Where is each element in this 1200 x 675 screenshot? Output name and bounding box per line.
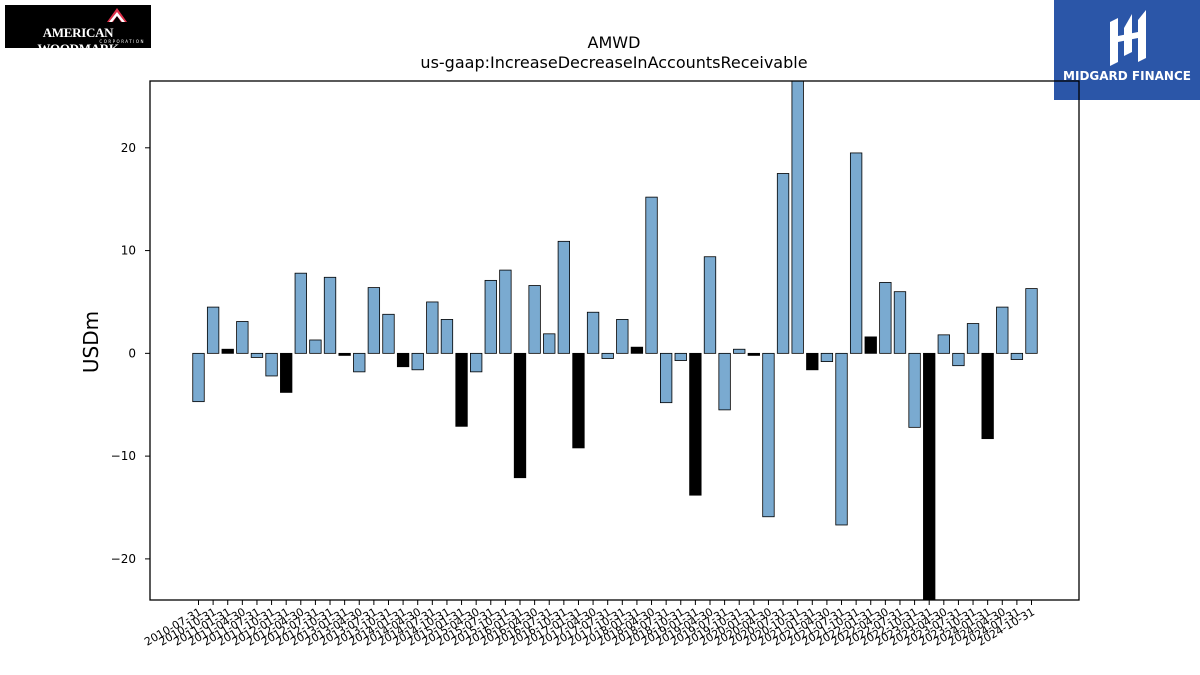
chart-title: AMWD [588,33,641,52]
bar-2019-07-31 [718,352,731,411]
y-tick-label: −20 [111,552,136,566]
bar-2021-10-31 [849,152,863,354]
bar-2014-01-31 [396,352,410,368]
bar-2015-07-31 [484,279,497,354]
midgard-emblem-icon [1110,10,1146,66]
bar-2022-10-31 [908,352,921,428]
y-tick-label: 0 [128,346,136,360]
bar-2020-07-31 [776,173,790,354]
bar-2019-10-31 [733,348,746,354]
bar-2018-10-31 [674,352,687,361]
bar-2019-01-31 [689,352,702,496]
bar-2023-01-31 [923,352,936,601]
bar-2017-10-31 [616,319,629,354]
bar-2015-04-30 [470,352,483,373]
bar-2021-01-31 [806,352,819,371]
bar-2011-01-31 [221,348,234,354]
bar-2012-01-31 [280,352,293,393]
bar-2018-07-31 [659,352,673,404]
y-ticks-group: −20 −10 0 10 20 [111,141,150,566]
bar-2012-04-30 [294,272,307,354]
bar-2022-04-30 [879,282,892,354]
bar-2011-10-31 [265,352,278,377]
y-tick-label: 20 [121,141,136,155]
bar-2022-01-31 [864,336,877,354]
bar-2020-04-30 [762,352,775,518]
bar-2013-01-31 [338,352,351,356]
bar-2010-07-31 [192,352,205,403]
left-logo-text: AMERICAN WOODMARK [37,25,119,56]
bar-2019-04-30 [703,256,717,354]
midgard-finance-logo: MIDGARD FINANCE [1054,0,1200,100]
bar-2012-10-31 [323,276,337,354]
left-logo-subtext: CORPORATION [99,39,145,44]
right-logo-text: MIDGARD FINANCE [1063,69,1191,83]
bar-2017-07-31 [601,352,614,359]
bar-2024-07-31 [1010,352,1024,360]
bar-2016-10-31 [557,240,571,354]
bar-2011-04-30 [236,321,249,354]
bar-2016-04-30 [528,285,541,354]
bar-2016-01-31 [513,352,527,479]
woodmark-house-icon [107,8,127,22]
bar-2014-04-30 [411,352,424,371]
bars-group [192,80,1038,601]
bar-2024-10-31 [1025,288,1038,354]
bar-2013-07-31 [367,287,381,354]
bar-2021-07-31 [835,352,848,526]
bar-2017-01-31 [572,352,585,449]
bar-2021-04-30 [820,352,834,362]
bar-2015-01-31 [455,352,468,427]
bar-2011-07-31 [250,352,264,358]
y-axis-label: USDm [79,311,103,373]
x-ticks-group: 2010-07-312010-10-312011-01-312011-04-30… [142,600,1037,649]
y-tick-label: −10 [111,449,136,463]
bar-2014-10-31 [440,319,454,354]
bar-2010-10-31 [206,306,220,354]
bar-2020-01-31 [747,352,760,356]
y-tick-label: 10 [121,244,136,258]
bar-2023-04-30 [937,334,950,354]
bar-2017-04-30 [586,311,600,354]
bar-2020-10-31 [791,80,804,354]
bar-2018-04-30 [645,196,658,354]
bar-2013-04-30 [353,352,366,373]
chart-subtitle: us-gaap:IncreaseDecreaseInAccountsReceiv… [420,53,807,72]
bar-2018-01-31 [630,346,644,354]
bar-2012-07-31 [309,339,322,354]
plot-frame [149,80,1080,601]
bar-2024-04-30 [996,306,1009,354]
bar-2023-07-31 [952,352,965,367]
bar-2015-10-31 [499,269,512,354]
bar-2023-10-31 [966,323,980,354]
bar-2024-01-31 [981,352,994,440]
bar-2022-07-31 [893,291,907,354]
bar-2014-07-31 [426,301,439,354]
american-woodmark-logo: AMERICAN WOODMARK CORPORATION [5,5,151,56]
bar-2013-10-31 [382,313,395,354]
bar-2016-07-31 [543,333,556,354]
